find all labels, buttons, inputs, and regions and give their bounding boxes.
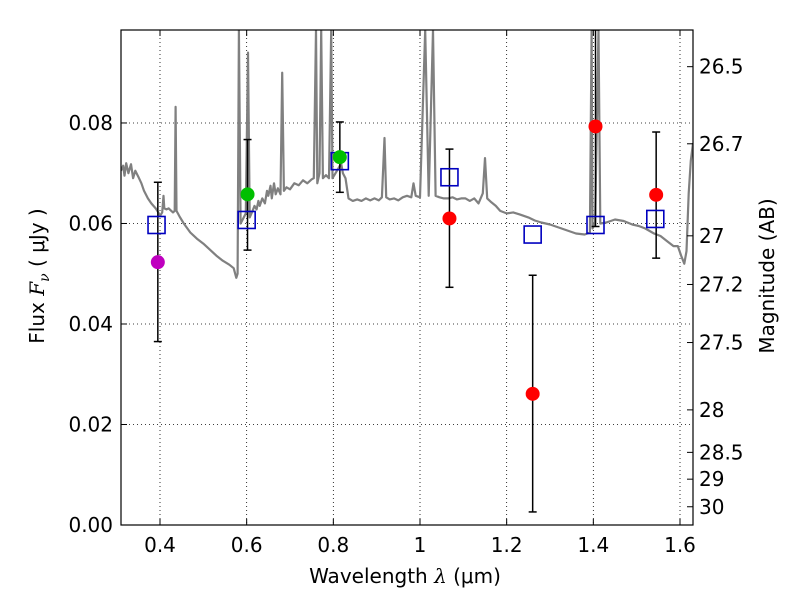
y2-tick-label: 30 <box>699 495 724 519</box>
x-tick-label: 0.6 <box>231 533 263 557</box>
x-tick-label: 1.2 <box>491 533 523 557</box>
model-square <box>147 215 166 235</box>
x-tick-label: 0.8 <box>317 533 349 557</box>
y2-tick-label: 26.5 <box>699 55 744 79</box>
observed-point <box>649 187 664 202</box>
observed-point <box>525 386 540 401</box>
model-square <box>586 215 605 235</box>
y2-tick-label: 28 <box>699 398 724 422</box>
model-square <box>523 225 542 244</box>
x-axis-label: Wavelength λ (μm) <box>309 564 501 588</box>
observed-point <box>332 150 347 165</box>
model-square <box>440 167 459 187</box>
y-tick-label: 0.06 <box>68 211 113 235</box>
y2-tick-label: 27 <box>699 224 724 248</box>
observed-point <box>442 211 457 226</box>
observed-point <box>240 187 255 202</box>
spectrum-line <box>121 30 693 279</box>
y2-tick-label: 28.5 <box>699 440 744 464</box>
x-tick-label: 0.4 <box>144 533 176 557</box>
data-points <box>147 119 665 401</box>
y2-tick-label: 27.2 <box>699 272 744 296</box>
x-tick-label: 1 <box>414 533 427 557</box>
y2-axis-label: Magnitude (AB) <box>755 198 779 353</box>
y2-tick-label: 29 <box>699 467 724 491</box>
y2-tick-label: 27.5 <box>699 331 744 355</box>
axis-ticks: 0.4 0.6 0.8 1 1.2 1.4 1.6 0.00 0.02 0.04 0.06 0.08 2… <box>68 30 744 557</box>
y-tick-label: 0.08 <box>68 111 113 135</box>
y2-tick-label: 26.7 <box>699 132 744 156</box>
y-axis-label: Flux Fν ( μJy ) <box>25 208 53 343</box>
observed-point <box>150 255 165 270</box>
model-square <box>237 210 256 230</box>
plot-frame <box>120 29 694 526</box>
x-tick-label: 1.4 <box>577 533 609 557</box>
model-square <box>645 209 665 229</box>
y-tick-label: 0.00 <box>68 513 113 537</box>
y-tick-label: 0.04 <box>68 312 113 336</box>
model-spectrum <box>121 30 693 279</box>
y-tick-label: 0.02 <box>68 412 113 436</box>
x-tick-label: 1.6 <box>664 533 696 557</box>
observed-point <box>588 119 603 134</box>
